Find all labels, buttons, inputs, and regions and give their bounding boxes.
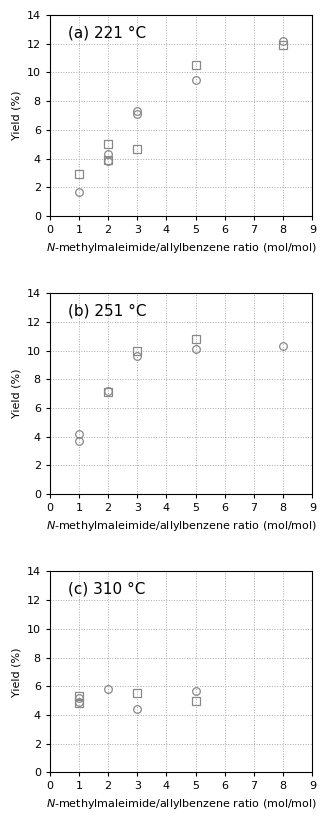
Y-axis label: Yield (%): Yield (%) [11, 369, 21, 418]
Text: (a) 221 °C: (a) 221 °C [68, 25, 146, 40]
X-axis label: $\it{N}$-methylmaleimide/allylbenzene ratio (mol/mol): $\it{N}$-methylmaleimide/allylbenzene ra… [45, 241, 317, 255]
Text: (b) 251 °C: (b) 251 °C [68, 303, 147, 318]
Text: (c) 310 °C: (c) 310 °C [68, 581, 146, 597]
X-axis label: $\it{N}$-methylmaleimide/allylbenzene ratio (mol/mol): $\it{N}$-methylmaleimide/allylbenzene ra… [45, 519, 317, 533]
Y-axis label: Yield (%): Yield (%) [11, 90, 21, 141]
Y-axis label: Yield (%): Yield (%) [11, 647, 21, 696]
X-axis label: $\it{N}$-methylmaleimide/allylbenzene ratio (mol/mol): $\it{N}$-methylmaleimide/allylbenzene ra… [45, 797, 317, 810]
